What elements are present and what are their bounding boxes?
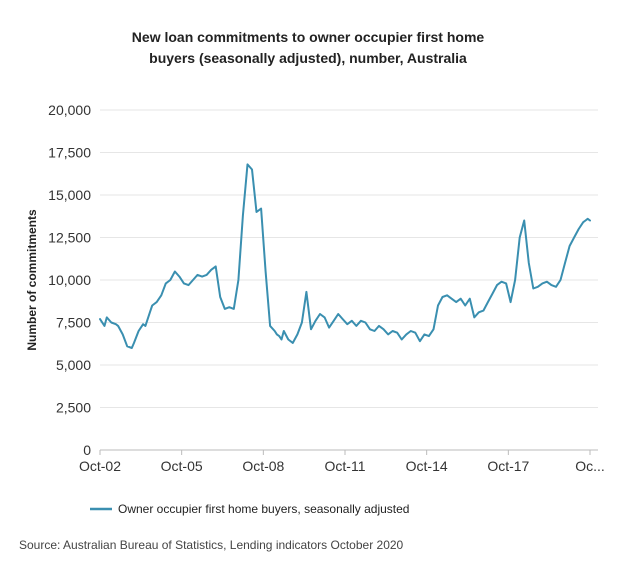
x-tick-label: Oct-17 (487, 458, 529, 474)
legend-label: Owner occupier first home buyers, season… (118, 502, 409, 516)
series-line (99, 163, 591, 349)
x-axis-ticks: Oct-02 Oct-05 Oct-08 Oct-11 Oct-14 Oct-17 Oc..… (79, 450, 605, 474)
y-tick-label: 20,000 (48, 102, 91, 118)
y-axis-ticks: 0 2,500 5,000 7,500 10,000 12,500 15,000 17,500… (48, 102, 91, 458)
x-tick-label: Oct-11 (325, 458, 366, 474)
x-tick-label: Oc... (575, 458, 605, 474)
x-tick-label: Oct-02 (79, 458, 121, 474)
source-note: Source: Australian Bureau of Statistics,… (19, 538, 404, 552)
y-tick-label: 15,000 (48, 187, 91, 203)
y-tick-label: 2,500 (56, 400, 91, 416)
series-layer (99, 163, 591, 349)
y-axis-label: Number of commitments (25, 209, 39, 351)
y-tick-label: 5,000 (56, 357, 91, 373)
y-tick-label: 10,000 (48, 272, 91, 288)
y-tick-label: 12,500 (48, 230, 91, 246)
y-tick-label: 7,500 (56, 315, 91, 331)
x-tick-label: Oct-14 (406, 458, 448, 474)
chart-title-line-1: New loan commitments to owner occupier f… (132, 29, 485, 45)
y-tick-label: 0 (83, 442, 91, 458)
x-tick-label: Oct-05 (161, 458, 203, 474)
chart-title-line-2: buyers (seasonally adjusted), number, Au… (149, 50, 467, 66)
y-tick-label: 17,500 (48, 145, 91, 161)
legend: Owner occupier first home buyers, season… (90, 502, 409, 516)
x-tick-label: Oct-08 (242, 458, 284, 474)
gridlines (100, 109, 598, 451)
